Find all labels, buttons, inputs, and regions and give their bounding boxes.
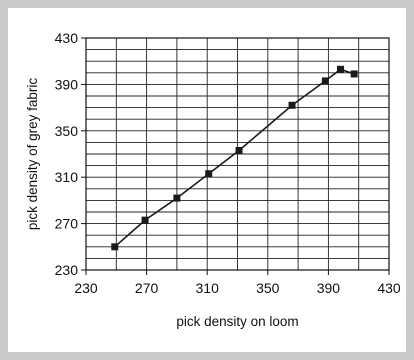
- y-tick-label: 270: [55, 216, 79, 232]
- data-points: [111, 65, 358, 251]
- plot-area: [85, 37, 390, 271]
- x-tick-label: 230: [74, 280, 98, 296]
- x-tick-label: 310: [196, 280, 220, 296]
- x-tick-label: 430: [377, 280, 401, 296]
- x-axis-ticks: 230 270 310 350 390 430: [74, 270, 401, 296]
- y-tick-label: 230: [55, 262, 79, 278]
- y-tick-label: 350: [55, 123, 79, 139]
- data-point: [111, 243, 119, 251]
- data-point: [235, 147, 243, 155]
- y-tick-label: 430: [55, 30, 79, 46]
- data-point: [141, 216, 149, 224]
- y-axis-ticks: 230 270 310 350 390 430: [55, 30, 86, 278]
- x-tick-label: 270: [135, 280, 159, 296]
- data-point: [288, 101, 296, 109]
- data-point: [173, 194, 181, 202]
- data-point: [350, 70, 358, 78]
- y-tick-label: 390: [55, 76, 79, 92]
- data-point: [205, 170, 213, 178]
- x-axis-label: pick density on loom: [176, 314, 298, 329]
- y-tick-label: 310: [55, 169, 79, 185]
- data-point: [337, 65, 345, 73]
- x-tick-label: 350: [256, 280, 280, 296]
- y-axis-label: pick density of grey fabric: [25, 78, 40, 231]
- data-point: [321, 77, 329, 85]
- x-tick-label: 390: [317, 280, 341, 296]
